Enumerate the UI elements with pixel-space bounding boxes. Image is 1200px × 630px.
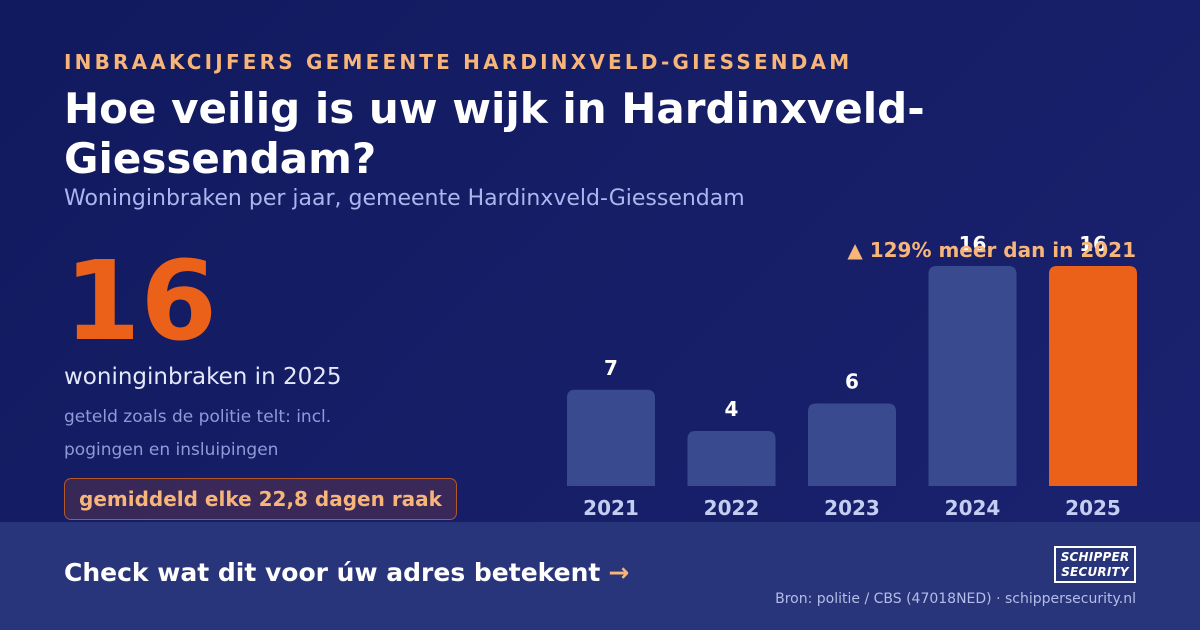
category-label-2022: 2022 (704, 496, 760, 520)
category-label-2024: 2024 (945, 496, 1001, 520)
kicker: INBRAAKCIJFERS GEMEENTE HARDINXVELD-GIES… (64, 50, 853, 74)
cta-link[interactable]: Check wat dit voor úw adres betekent → (64, 558, 629, 587)
value-label-2022: 4 (725, 397, 739, 421)
page-title: Hoe veilig is uw wijk in Hardinxveld-Gie… (64, 84, 925, 183)
logo-text-bottom: SECURITY (1061, 565, 1129, 579)
category-label-2025: 2025 (1065, 496, 1121, 520)
logo-text-top: SCHIPPER (1060, 550, 1130, 564)
bar-2023 (808, 403, 896, 486)
counting-note: geteld zoals de politie telt: incl. pogi… (64, 407, 332, 460)
value-label-2023: 6 (845, 370, 859, 394)
value-label-2025: 16 (1079, 232, 1107, 256)
footer-bar: Check wat dit voor úw adres betekent → SC… (0, 522, 1200, 630)
arrow-right-icon: → (608, 558, 630, 587)
cta-text: Check wat dit voor úw adres betekent (64, 558, 601, 587)
category-label-2021: 2021 (583, 496, 639, 520)
bar-2024 (928, 266, 1017, 486)
frequency-badge: gemiddeld elke 22,8 dagen raak (64, 478, 457, 520)
highlight-caption: woninginbraken in 2025 (64, 364, 342, 390)
change-annotation: ▲ 129% meer dan in 2021 (847, 238, 1136, 262)
value-label-2021: 7 (604, 356, 618, 380)
page-subtitle: Woninginbraken per jaar, gemeente Hardin… (64, 186, 745, 211)
value-label-2024: 16 (959, 232, 987, 256)
bar-2025 (1049, 266, 1137, 486)
highlight-number: 16 (64, 237, 218, 365)
bar-2022 (687, 431, 776, 486)
bar-2021 (567, 389, 655, 486)
brand-logo: SCHIPPER SECURITY (1054, 546, 1136, 583)
source-credit: Bron: politie / CBS (47018NED) · schippe… (775, 591, 1136, 607)
category-label-2023: 2023 (824, 496, 880, 520)
